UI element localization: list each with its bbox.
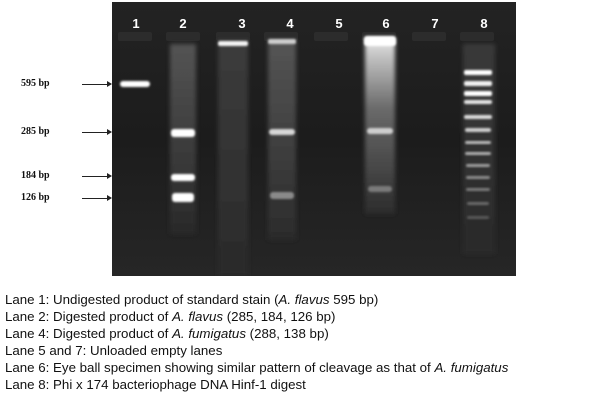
lane-number-5: 5	[335, 16, 343, 31]
legend-line-1: Lane 1: Undigested product of standard s…	[5, 291, 590, 308]
legend-line-6: Lane 8: Phi x 174 bacteriophage DNA Hinf…	[5, 376, 590, 393]
lane-number-6: 6	[382, 16, 390, 31]
lane-8-ladder	[463, 44, 495, 254]
marker-label-184: 184 bp	[21, 170, 50, 181]
legend-text: Lane 5 and 7: Unloaded empty lanes	[5, 343, 223, 358]
marker-arrow-126	[82, 195, 112, 201]
band-lane6-288bp	[367, 128, 393, 134]
band-lane4-288bp	[269, 129, 295, 135]
legend-line-3: Lane 4: Digested product of A. fumigatus…	[5, 325, 590, 342]
species-name: A. flavus	[172, 309, 224, 324]
figure-legend: Lane 1: Undigested product of standard s…	[5, 291, 590, 393]
legend-text: Lane 2: Digested product of	[5, 309, 173, 324]
marker-label-285: 285 bp	[21, 126, 50, 137]
legend-text: Lane 8: Phi x 174 bacteriophage DNA Hinf…	[5, 377, 306, 392]
legend-text: Lane 1: Undigested product of standard s…	[5, 292, 279, 307]
gel-image: 1 2 3 4 5 6 7 8	[112, 2, 516, 276]
band-lane2-184bp	[171, 174, 195, 181]
species-name: A. fumigatus	[434, 360, 509, 375]
legend-text: 595 bp)	[329, 292, 379, 307]
band-lane2-285bp	[171, 129, 195, 137]
band-lane1-595bp	[120, 81, 150, 87]
legend-line-5: Lane 6: Eye ball specimen showing simila…	[5, 359, 590, 376]
legend-line-4: Lane 5 and 7: Unloaded empty lanes	[5, 342, 590, 359]
marker-arrow-595	[82, 81, 112, 87]
lane-2-bands	[170, 44, 196, 234]
marker-arrow-184	[82, 173, 112, 179]
legend-text: (288, 138 bp)	[245, 326, 329, 341]
lane-number-3: 3	[238, 16, 246, 31]
gel-bands	[112, 2, 516, 276]
lane-number-7: 7	[431, 16, 439, 31]
lane-6-bands	[364, 36, 396, 214]
lane-number-8: 8	[480, 16, 488, 31]
lane-1-bands	[120, 81, 150, 87]
band-lane6-138bp	[368, 186, 392, 192]
band-lane4-138bp	[270, 192, 294, 199]
gel-figure: 595 bp 285 bp 184 bp 126 bp	[21, 2, 516, 276]
band-lane2-126bp	[172, 193, 194, 202]
band-lane3-well	[218, 41, 248, 46]
legend-text: (285, 184, 126 bp)	[223, 309, 336, 324]
species-name: A. fumigatus	[172, 326, 246, 341]
lane-number-2: 2	[179, 16, 187, 31]
lane-3-bands	[218, 40, 248, 276]
marker-label-126: 126 bp	[21, 192, 50, 203]
marker-arrow-285	[82, 129, 112, 135]
lane-number-1: 1	[132, 16, 140, 31]
legend-line-2: Lane 2: Digested product of A. flavus (2…	[5, 308, 590, 325]
legend-text: Lane 6: Eye ball specimen showing simila…	[5, 360, 435, 375]
lane-4-bands	[268, 39, 296, 240]
species-name: A. flavus	[278, 292, 330, 307]
lane-number-4: 4	[286, 16, 294, 31]
legend-text: Lane 4: Digested product of	[5, 326, 173, 341]
marker-label-595: 595 bp	[21, 78, 50, 89]
